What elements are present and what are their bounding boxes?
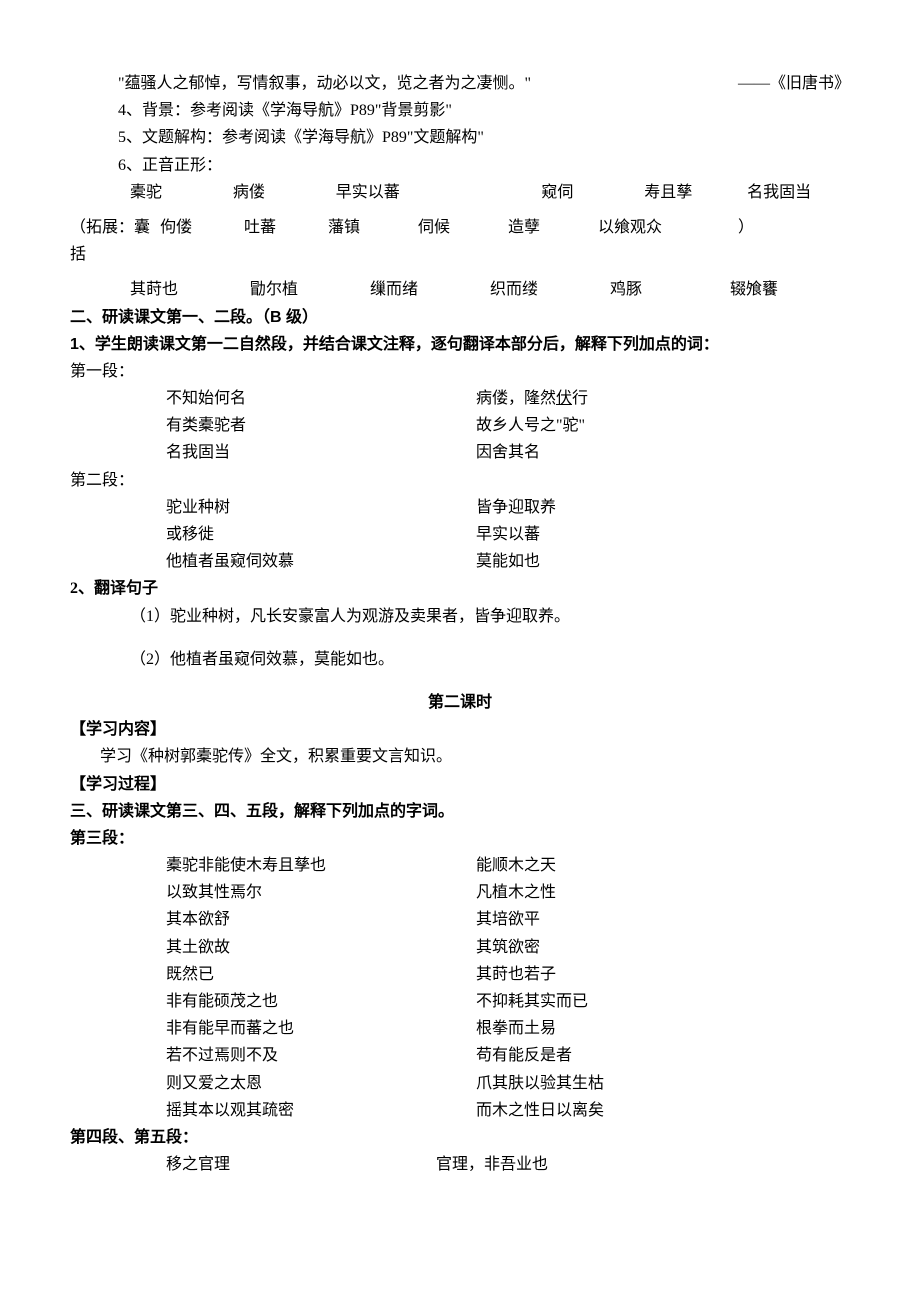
underline-fu: 伏 [556,390,572,407]
cell: 吐蕃 [244,214,328,268]
p1-row-2: 名我固当 因舍其名 [70,439,850,466]
p1-row-0: 不知始何名 病偻，隆然伏行 [70,385,850,412]
cell: 伺候 [418,214,508,268]
cell-right: 不抑耗其实而已 [476,988,850,1015]
cell-right: 爪其肤以验其生枯 [476,1070,850,1097]
quote-attribution: ——《旧唐书》 [738,70,850,97]
quote-text: "蕴骚人之郁悼，写情叙事，动必以文，览之者为之凄恻。" [118,70,738,97]
cell: 造孽 [508,214,598,268]
cell: 勖尔植 [250,276,370,303]
cell-left: 有类橐驼者 [166,412,476,439]
cell-right: 其筑欲密 [476,934,850,961]
cell-left: 若不过焉则不及 [166,1042,476,1069]
p3-row-8: 则又爱之太恩爪其肤以验其生枯 [70,1070,850,1097]
phonetics-row-3: 其莳也 勖尔植 缫而绪 织而缕 鸡豚 辍飧饔 [70,276,850,303]
item-6: 6、正音正形： [70,152,850,179]
cell-left: 橐驼非能使木寿且孳也 [166,852,476,879]
section-2-title: 二、研读课文第一、二段。（B 级） [70,304,850,331]
para-1-label: 第一段： [70,358,850,385]
cell-right: 苟有能反是者 [476,1042,850,1069]
cell-left: 他植者虽窥伺效慕 [166,548,476,575]
section-2-sub1: 1、学生朗读课文第一二自然段，并结合课文注释，逐句翻译本部分后，解释下列加点的词… [70,331,850,358]
cell-left: 非有能硕茂之也 [166,988,476,1015]
section-2-sub2: 2、翻译句子 [70,575,850,602]
cell-right: 因舍其名 [476,439,850,466]
cell: 以飨观众 [598,214,694,268]
trans-1: （1）驼业种树，凡长安豪富人为观游及卖果者，皆争迎取养。 [70,603,850,630]
para-3-label: 第三段： [70,825,850,852]
cell-right: 其培欲平 [476,906,850,933]
trans-2: （2）他植者虽窥伺效慕，莫能如也。 [70,646,850,673]
p3-row-6: 非有能早而蕃之也根拳而土易 [70,1015,850,1042]
cell-left: 移之官理 [166,1151,436,1178]
para-2-label: 第二段： [70,467,850,494]
cell-left: 则又爱之太恩 [166,1070,476,1097]
p2-row-0: 驼业种树 皆争迎取养 [70,494,850,521]
section-3-title: 三、研读课文第三、四、五段，解释下列加点的字词。 [70,798,850,825]
p3-row-3: 其土欲故其筑欲密 [70,934,850,961]
cell: 辍飧饔 [730,276,850,303]
p3-row-5: 非有能硕茂之也不抑耗其实而已 [70,988,850,1015]
phonetics-row-2: （拓展：囊括 佝偻 吐蕃 藩镇 伺候 造孽 以飨观众 ） [70,214,850,268]
cell: 缫而绪 [370,276,490,303]
cell-left: 既然已 [166,961,476,988]
lesson-2-h2: 【学习过程】 [70,771,850,798]
lesson-2-title: 第二课时 [70,689,850,716]
p3-row-2: 其本欲舒其培欲平 [70,906,850,933]
cell-left: 驼业种树 [166,494,476,521]
quote-line: "蕴骚人之郁悼，写情叙事，动必以文，览之者为之凄恻。" ——《旧唐书》 [70,70,850,97]
cell-right: 根拳而土易 [476,1015,850,1042]
cell-left: 其土欲故 [166,934,476,961]
cell: 早实以蕃 [336,179,439,206]
cell-left: 其本欲舒 [166,906,476,933]
cell-left: 摇其本以观其疏密 [166,1097,476,1124]
p45-row-0: 移之官理 官理，非吾业也 [70,1151,850,1178]
p3-row-1: 以致其性焉尔凡植木之性 [70,879,850,906]
cell: 织而缕 [490,276,610,303]
p3-row-9: 摇其本以观其疏密而木之性日以离矣 [70,1097,850,1124]
cell-right: 故乡人号之"驼" [476,412,850,439]
cell-left: 或移徙 [166,521,476,548]
prefix: （拓展：囊括 [70,214,160,268]
cell-right: 官理，非吾业也 [436,1151,850,1178]
cell: 鸡豚 [610,276,730,303]
cell-right: 皆争迎取养 [476,494,850,521]
cell [439,179,542,206]
cell: 其莳也 [130,276,250,303]
para-45-label: 第四段、第五段： [70,1124,850,1151]
cell: 窥伺 [541,179,644,206]
cell-right: 而木之性日以离矣 [476,1097,850,1124]
cell-left: 不知始何名 [166,385,476,412]
item-4: 4、背景：参考阅读《学海导航》P89"背景剪影" [70,97,850,124]
cell-left: 名我固当 [166,439,476,466]
lesson-2-h1-body: 学习《种树郭橐驼传》全文，积累重要文言知识。 [70,743,850,770]
cell-right: 莫能如也 [476,548,850,575]
cell: 佝偻 [160,214,244,268]
cell: 藩镇 [328,214,418,268]
item-5: 5、文题解构：参考阅读《学海导航》P89"文题解构" [70,124,850,151]
cell-right: 早实以蕃 [476,521,850,548]
cell-right: 凡植木之性 [476,879,850,906]
phonetics-row-1: 橐驼 病偻 早实以蕃 窥伺 寿且孳 名我固当 [70,179,850,206]
cell: 橐驼 [130,179,233,206]
cell-left: 以致其性焉尔 [166,879,476,906]
p1-row-1: 有类橐驼者 故乡人号之"驼" [70,412,850,439]
suffix: ） [694,214,754,268]
p2-row-1: 或移徙 早实以蕃 [70,521,850,548]
lesson-2-h1: 【学习内容】 [70,716,850,743]
p3-row-0: 橐驼非能使木寿且孳也能顺木之天 [70,852,850,879]
cell-right: 其莳也若子 [476,961,850,988]
p3-row-7: 若不过焉则不及苟有能反是者 [70,1042,850,1069]
p2-row-2: 他植者虽窥伺效慕 莫能如也 [70,548,850,575]
cell-left: 非有能早而蕃之也 [166,1015,476,1042]
cell: 寿且孳 [644,179,747,206]
p3-row-4: 既然已其莳也若子 [70,961,850,988]
cell-right: 病偻，隆然伏行 [476,385,850,412]
cell: 病偻 [233,179,336,206]
cell-right: 能顺木之天 [476,852,850,879]
cell: 名我固当 [747,179,850,206]
